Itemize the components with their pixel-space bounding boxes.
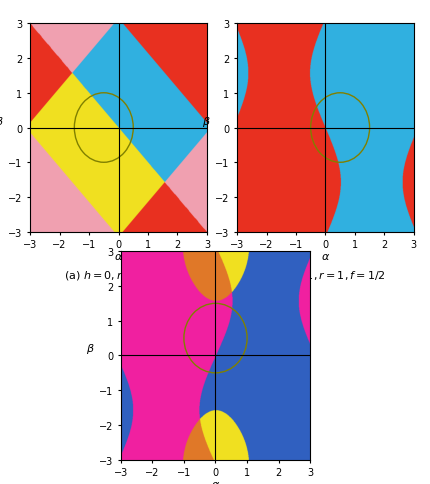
Y-axis label: $\beta$: $\beta$ [86,342,95,356]
X-axis label: $\alpha$: $\alpha$ [210,479,220,484]
X-axis label: $\alpha$: $\alpha$ [320,251,329,261]
X-axis label: $\alpha$: $\alpha$ [114,251,123,261]
Y-axis label: $\beta$: $\beta$ [0,114,4,128]
Title: (a) $h = 0, r = 1, f = 1$: (a) $h = 0, r = 1, f = 1$ [64,269,173,282]
Y-axis label: $\beta$: $\beta$ [202,114,211,128]
Title: (b) $h = 1, r = 1, f = 1/2$: (b) $h = 1, r = 1, f = 1/2$ [265,269,384,282]
